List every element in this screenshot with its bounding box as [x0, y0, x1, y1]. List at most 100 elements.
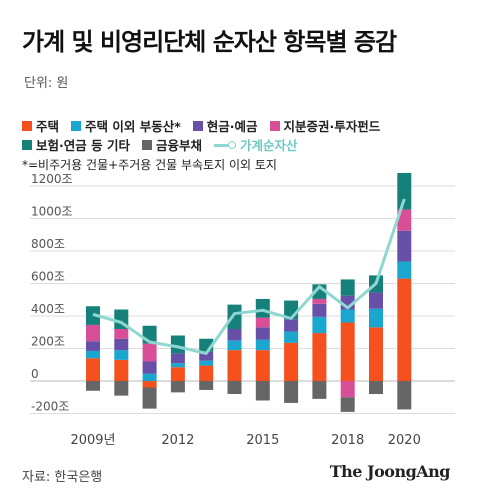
y-tick-label: 400조: [31, 302, 65, 316]
legend: 주택 주택 이외 부동산* 현금·예금 지분증권·투자펀드 보험·연금 등 기타…: [22, 116, 472, 154]
bar-segment-0-2011: [142, 381, 157, 388]
bar-segment-5-2020: [397, 381, 412, 410]
net-assets-line-path: [92, 198, 406, 355]
bar-segment-2-2013: [199, 351, 214, 361]
legend-swatch-cash-deposits: [192, 120, 203, 131]
bar-segment-3-2020: [397, 209, 412, 231]
bar-segment-4-2020: [397, 173, 412, 210]
bar-segment-5-2010: [114, 381, 129, 396]
bar-segment-1-2018: [340, 309, 355, 323]
x-tick-label: 2020: [388, 433, 421, 448]
legend-label-cash-deposits: 현금·예금: [206, 119, 258, 134]
bar-segment-1-2013: [199, 360, 214, 366]
legend-swatch-insurance-pension: [22, 139, 32, 150]
bar-segment-1-2010: [114, 350, 129, 360]
bar-segment-0-2015: [255, 350, 270, 381]
bar-segment-2-2010: [114, 338, 129, 351]
legend-swatch-equity-funds: [269, 120, 280, 131]
x-tick-label: 2009년: [70, 433, 115, 448]
bar-segment-5-2011: [142, 387, 157, 409]
legend-item-cash-deposits: 현금·예금: [192, 116, 258, 135]
legend-item-non-housing-realestate: 주택 이외 부동산*: [71, 116, 181, 135]
legend-label-net-assets: 가계순자산: [239, 138, 298, 153]
bar-segment-5-2019: [369, 381, 383, 394]
legend-row-2: 보험·연금 등 기타 금융부채 가계순자산: [22, 135, 472, 154]
bar-segment-1-2017: [312, 316, 327, 334]
bar-segment-2-2020: [397, 230, 412, 262]
bar-segment-0-2010: [114, 359, 129, 381]
x-tick-label: 2018: [331, 433, 364, 448]
bar-segment-1-2019: [369, 308, 383, 328]
y-tick-label: 0: [31, 367, 39, 381]
bar-segment-5-2015: [255, 381, 270, 401]
bar-segment-3-2017: [312, 298, 327, 304]
bar-segment-5-2013: [199, 381, 214, 390]
legend-item-insurance-pension: 보험·연금 등 기타: [22, 135, 130, 154]
bar-segment-5-2012: [170, 381, 185, 393]
bar-segment-0-2012: [170, 367, 185, 381]
bar-segment-1-2020: [397, 261, 412, 279]
bar-segment-0-2019: [369, 327, 383, 381]
y-axis-ticks: 1200조 1000조 800조 600조 400조 200조 0 -200조: [31, 172, 73, 414]
bar-segment-2-2015: [255, 327, 270, 340]
y-tick-label: 1000조: [31, 205, 73, 219]
chart-title: 가계 및 비영리단체 순자산 항목별 증감: [22, 28, 397, 56]
legend-item-housing: 주택: [22, 116, 59, 135]
bar-segment-1-2012: [170, 363, 185, 368]
legend-swatch-non-housing-realestate: [71, 120, 82, 131]
legend-item-equity-funds: 지분증권·투자펀드: [269, 116, 381, 135]
y-tick-label: 1200조: [31, 172, 73, 186]
legend-item-net-assets-line: 가계순자산: [213, 135, 298, 154]
bar-segment-4-2015: [255, 298, 270, 318]
legend-label-equity-funds: 지분증권·투자펀드: [283, 119, 381, 134]
bar-segment-0-2017: [312, 333, 327, 381]
source-label: 자료: 한국은행: [22, 470, 103, 485]
bar-segment-3-2018: [340, 381, 355, 398]
footnote: *=비주거용 건물+주거용 건물 부속토지 이외 토지: [22, 158, 277, 172]
bar-segment-1-2015: [255, 339, 270, 351]
bar-segment-4-2014: [227, 304, 242, 329]
bar-segment-5-2014: [227, 381, 242, 394]
legend-label-housing: 주택: [36, 119, 60, 134]
bar-segment-2-2011: [142, 361, 157, 374]
x-tick-label: 2015: [246, 433, 279, 448]
bar-segment-3-2010: [114, 329, 129, 339]
bar-segment-1-2016: [284, 331, 299, 343]
bar-segment-3-2011: [142, 343, 157, 362]
bar-segment-0-2020: [397, 278, 412, 381]
bar-segment-3-2009: [86, 324, 100, 342]
bar-segment-5-2017: [312, 381, 327, 399]
bar-segment-4-2018: [340, 279, 355, 296]
bar-segment-2-2014: [227, 329, 242, 341]
legend-label-financial-debt: 금융부채: [155, 138, 202, 153]
bar-segment-2-2016: [284, 319, 299, 332]
bar-segment-3-2015: [255, 317, 270, 328]
bar-segment-5-2009: [86, 381, 100, 391]
y-tick-label: 600조: [31, 270, 65, 284]
bars: [86, 173, 412, 412]
bar-segment-1-2014: [227, 340, 242, 351]
x-axis-ticks: 2009년 2012 2015 2018 2020: [70, 433, 420, 448]
bar-segment-1-2011: [142, 373, 157, 381]
bar-segment-5-2018: [340, 397, 355, 412]
bar-segment-0-2013: [199, 365, 214, 381]
x-tick-label: 2012: [161, 433, 194, 448]
bar-segment-1-2009: [86, 350, 100, 359]
bar-segment-0-2016: [284, 342, 299, 381]
legend-label-insurance-pension: 보험·연금 등 기타: [36, 138, 130, 153]
bar-segment-2-2019: [369, 292, 383, 309]
unit-label: 단위: 원: [24, 76, 69, 91]
bar-segment-2-2017: [312, 303, 327, 317]
legend-line-swatch: [213, 140, 236, 150]
net-assets-line: [92, 198, 406, 355]
legend-label-non-housing-realestate: 주택 이외 부동산*: [85, 119, 181, 134]
bar-segment-4-2012: [170, 335, 185, 354]
bar-segment-5-2016: [284, 381, 299, 403]
bar-segment-2-2009: [86, 341, 100, 351]
legend-item-financial-debt: 금융부채: [141, 135, 202, 154]
legend-swatch-housing: [22, 120, 32, 131]
bar-segment-0-2014: [227, 350, 242, 381]
legend-swatch-financial-debt: [141, 139, 152, 150]
bar-segment-0-2009: [86, 358, 100, 381]
